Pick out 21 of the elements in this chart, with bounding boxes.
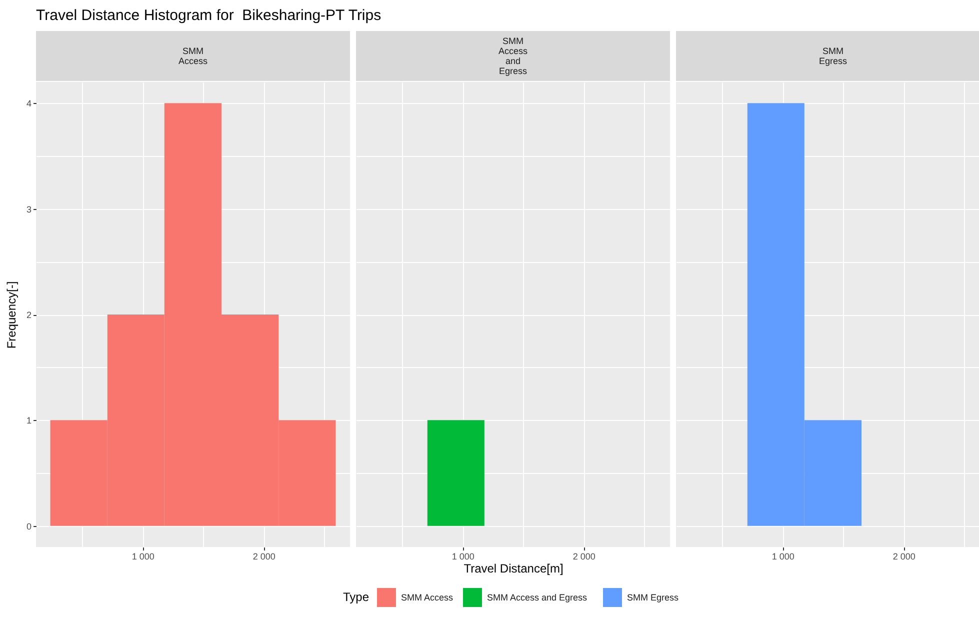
x-axis-title: Travel Distance[m] — [464, 562, 564, 576]
chart-title: Travel Distance Histogram for Bikesharing-PT Trips — [36, 7, 382, 24]
x-tick-label: 2 000 — [892, 552, 916, 562]
x-tick-label: 1 000 — [772, 552, 794, 562]
x-tick-label: 2 000 — [572, 552, 596, 562]
chart-subtitle: SMM Egress — [676, 31, 979, 81]
legend-title: Type — [343, 590, 370, 604]
y-tick-label: 2 — [26, 310, 32, 320]
y-tick-label: 0 — [26, 521, 32, 532]
chart-subtitle: SMM Access — [36, 31, 350, 81]
chart-subtitle: SMM Access and Egress — [356, 31, 670, 81]
x-tick-label: 1 000 — [452, 552, 474, 562]
y-tick-label: 1 — [26, 416, 32, 426]
y-axis-title: Frequency[-] — [4, 281, 18, 349]
y-tick-label: 3 — [26, 204, 32, 214]
y-tick-label: 4 — [26, 98, 32, 109]
legend-label: SMM Access — [401, 592, 454, 602]
x-tick-label: 2 000 — [252, 552, 276, 562]
legend-label: SMM Access and Egress — [487, 592, 588, 602]
x-tick-label: 1 000 — [132, 552, 154, 562]
legend-label: SMM Egress — [627, 592, 680, 602]
